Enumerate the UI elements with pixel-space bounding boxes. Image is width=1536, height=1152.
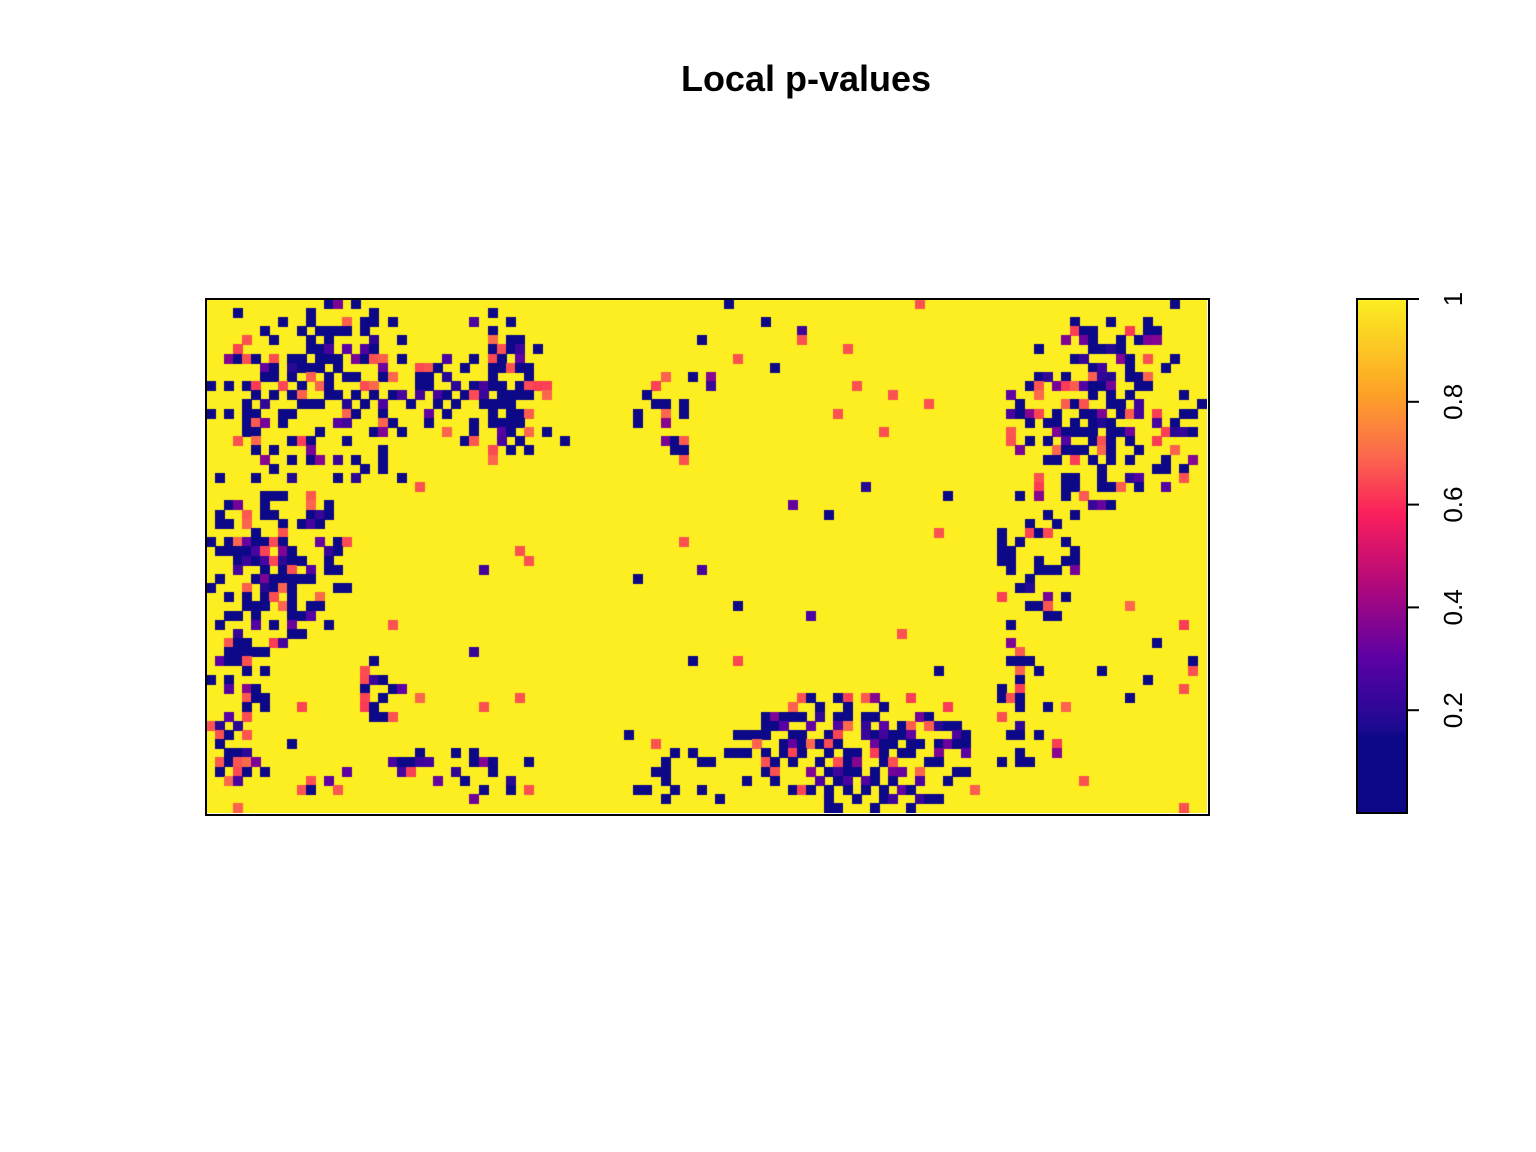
- legend-ticks: 0.2 0.4 0.6 0.8 1: [1407, 292, 1468, 728]
- legend-tick-label: 1: [1438, 292, 1468, 306]
- legend-tick-label: 0.8: [1438, 384, 1468, 420]
- legend-tick-label: 0.2: [1438, 692, 1468, 728]
- heatmap-cells: [206, 299, 1207, 813]
- chart-title: Local p-values: [680, 58, 932, 99]
- legend-tick-label: 0.4: [1438, 589, 1468, 625]
- legend-tick-label: 0.6: [1438, 487, 1468, 523]
- legend-color-bar: [1356, 298, 1408, 814]
- color-legend: 0.2 0.4 0.6 0.8 1: [1356, 292, 1468, 814]
